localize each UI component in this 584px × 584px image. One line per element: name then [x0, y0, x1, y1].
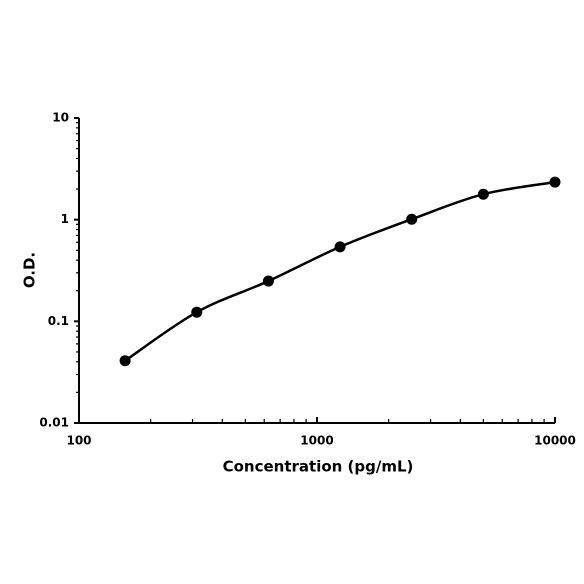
x-tick-label: 10000 [534, 434, 576, 448]
point [191, 306, 203, 318]
y-tick-label: 0.01 [39, 416, 69, 430]
point [406, 213, 418, 225]
point [119, 355, 131, 367]
x-tick-label: 1000 [300, 434, 333, 448]
point [477, 188, 489, 200]
curve [124, 180, 556, 362]
point [549, 176, 561, 188]
y-axis-label: O.D. [21, 252, 39, 288]
y-tick-label: 10 [52, 111, 69, 125]
x-tick-label: 100 [66, 434, 91, 448]
y-tick-label: 0.1 [48, 314, 69, 328]
x-axis-label: Concentration (pg/mL) [223, 458, 414, 476]
y-tick-label: 1 [61, 212, 69, 226]
point [334, 241, 346, 253]
point [262, 275, 274, 287]
